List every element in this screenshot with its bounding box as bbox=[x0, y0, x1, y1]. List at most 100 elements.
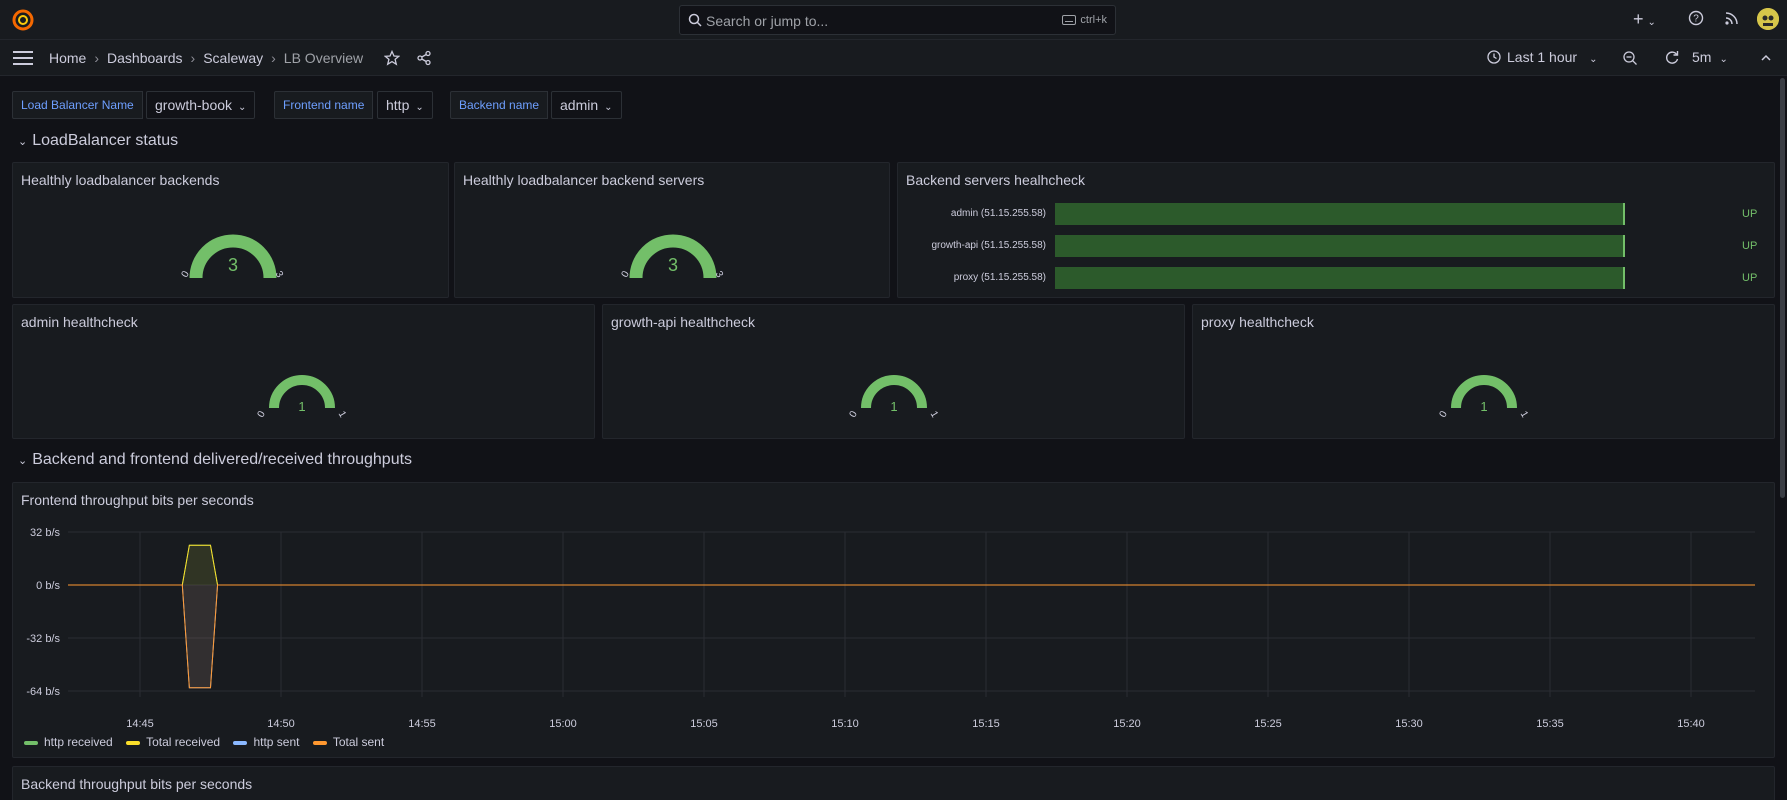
gauge-max: 1 bbox=[1517, 409, 1530, 420]
gauge-value: 1 bbox=[298, 399, 306, 414]
series-line[interactable] bbox=[68, 584, 1755, 689]
gauge-proxy bbox=[1451, 375, 1517, 409]
series-area bbox=[182, 585, 218, 688]
series-line[interactable] bbox=[68, 544, 1755, 586]
variable-value: http bbox=[386, 97, 410, 113]
row-title: LoadBalancer status bbox=[32, 132, 179, 149]
panel-frontend-throughput: Frontend throughput bits per seconds bbox=[12, 482, 1775, 758]
legend-item[interactable]: Total sent bbox=[312, 735, 385, 749]
breadcrumb-home[interactable]: Home bbox=[49, 50, 87, 66]
chevron-down-icon: ⌄ bbox=[1589, 54, 1598, 65]
panel-title[interactable]: Healthly loadbalancer backend servers bbox=[463, 172, 705, 188]
bar-fill bbox=[1055, 203, 1625, 225]
menu-icon[interactable] bbox=[13, 50, 33, 66]
bar-fill bbox=[1055, 267, 1625, 289]
panel-title[interactable]: Backend throughput bits per seconds bbox=[21, 776, 253, 792]
chevron-down-icon: ⌄ bbox=[238, 102, 247, 113]
legend-item[interactable]: Total received bbox=[126, 735, 220, 749]
legend-item[interactable]: http sent bbox=[233, 735, 299, 749]
breadcrumb-scaleway[interactable]: Scaleway bbox=[203, 50, 264, 66]
variable-select-lb-name[interactable]: growth-book ⌄ bbox=[146, 91, 256, 119]
avatar-icon bbox=[1757, 8, 1779, 30]
add-menu-button[interactable]: + ⌄ bbox=[1633, 10, 1656, 30]
breadcrumb-dashboards[interactable]: Dashboards bbox=[107, 50, 183, 66]
help-button[interactable]: ? bbox=[1688, 10, 1704, 30]
panel-title[interactable]: Healthly loadbalancer backends bbox=[21, 172, 220, 188]
panel-backend-throughput: Backend throughput bits per seconds bbox=[12, 766, 1775, 800]
panel-admin-healthcheck: admin healthcheck 1 0 1 bbox=[12, 304, 595, 439]
legend-swatch bbox=[126, 740, 141, 745]
page-scrollbar[interactable] bbox=[1780, 78, 1785, 498]
chart-legend: http received Total received http sent T… bbox=[24, 735, 394, 749]
gauge-healthy-servers bbox=[629, 234, 717, 279]
clock-icon bbox=[1487, 50, 1501, 64]
chevron-up-icon[interactable] bbox=[1758, 50, 1774, 66]
breadcrumb-separator: › bbox=[190, 50, 196, 66]
refresh-picker[interactable]: 5m ⌄ bbox=[1664, 49, 1728, 65]
search-shortcut-label: ctrl+k bbox=[1080, 14, 1107, 26]
grafana-logo-icon[interactable] bbox=[12, 9, 34, 31]
user-avatar[interactable] bbox=[1757, 8, 1779, 30]
chevron-down-icon: ⌄ bbox=[1647, 17, 1656, 28]
row-header-throughputs[interactable]: ⌄ Backend and frontend delivered/received… bbox=[18, 451, 412, 469]
x-tick-label: 15:40 bbox=[1677, 718, 1705, 730]
panel-title[interactable]: growth-api healthcheck bbox=[611, 314, 755, 330]
x-tick-label: 15:30 bbox=[1395, 718, 1423, 730]
help-icon: ? bbox=[1688, 10, 1704, 26]
x-tick-label: 15:00 bbox=[549, 718, 577, 730]
panel-growth-api-healthcheck: growth-api healthcheck 1 0 1 bbox=[602, 304, 1185, 439]
panel-title[interactable]: Backend servers healhcheck bbox=[906, 172, 1085, 188]
rss-icon bbox=[1725, 12, 1738, 25]
share-icon[interactable] bbox=[416, 50, 432, 66]
chevron-down-icon: ⌄ bbox=[1719, 54, 1728, 65]
frontend-throughput-chart[interactable]: 32 b/s 0 b/s -32 b/s -64 b/s 14:45 14:50 14:55… bbox=[0, 520, 1787, 735]
legend-swatch bbox=[24, 740, 38, 745]
refresh-icon bbox=[1666, 51, 1679, 64]
panel-title[interactable]: admin healthcheck bbox=[21, 314, 138, 330]
y-tick-label: -32 b/s bbox=[26, 633, 60, 645]
panel-proxy-healthcheck: proxy healthcheck 1 0 1 bbox=[1192, 304, 1775, 439]
panel-healthy-servers: Healthly loadbalancer backend servers 3 … bbox=[454, 162, 890, 298]
bar-value: UP bbox=[1742, 208, 1758, 220]
y-tick-label: 0 b/s bbox=[36, 580, 60, 592]
plus-icon: + bbox=[1633, 9, 1644, 29]
news-button[interactable] bbox=[1724, 10, 1740, 30]
series-area bbox=[182, 585, 218, 688]
variable-label-backend: Backend name bbox=[450, 91, 549, 119]
series-line[interactable] bbox=[68, 544, 1755, 586]
bar-value: UP bbox=[1742, 272, 1758, 284]
bar-value: UP bbox=[1742, 240, 1758, 252]
x-tick-label: 14:45 bbox=[126, 718, 154, 730]
breadcrumb-current: LB Overview bbox=[283, 50, 364, 66]
search-shortcut: ctrl+k bbox=[1062, 14, 1107, 26]
series-area bbox=[182, 545, 218, 585]
variable-select-backend[interactable]: admin ⌄ bbox=[551, 91, 622, 119]
chevron-down-icon: ⌄ bbox=[604, 102, 613, 113]
legend-label: Total received bbox=[146, 735, 221, 749]
panel-title[interactable]: Frontend throughput bits per seconds bbox=[21, 492, 254, 508]
chevron-down-icon: ⌄ bbox=[415, 102, 424, 113]
gauge-value: 1 bbox=[890, 399, 898, 414]
bar-label: growth-api (51.15.255.58) bbox=[931, 240, 1046, 251]
bar-fill bbox=[1055, 235, 1625, 257]
nav-bar: Home › Dashboards › Scaleway › LB Overview Las… bbox=[0, 40, 1787, 76]
x-tick-label: 15:25 bbox=[1254, 718, 1282, 730]
gauge-healthy-backends bbox=[189, 234, 277, 279]
search-input[interactable]: Search or jump to... ctrl+k bbox=[679, 5, 1116, 35]
series-area bbox=[182, 545, 218, 585]
x-tick-label: 14:50 bbox=[267, 718, 295, 730]
row-header-lb-status[interactable]: ⌄ LoadBalancer status bbox=[18, 132, 178, 150]
variable-select-frontend[interactable]: http ⌄ bbox=[377, 91, 433, 119]
keyboard-icon bbox=[1062, 15, 1077, 25]
legend-label: Total sent bbox=[332, 735, 385, 749]
chevron-down-icon: ⌄ bbox=[18, 455, 28, 467]
legend-swatch bbox=[312, 740, 327, 745]
bar-row: proxy (51.15.255.58) bbox=[898, 267, 1046, 289]
star-icon[interactable] bbox=[384, 50, 400, 66]
zoom-out-icon[interactable] bbox=[1622, 50, 1638, 66]
legend-item[interactable]: http received bbox=[24, 735, 113, 749]
time-range-picker[interactable]: Last 1 hour ⌄ bbox=[1487, 49, 1597, 65]
panel-title[interactable]: proxy healthcheck bbox=[1201, 314, 1314, 330]
panel-backend-healthcheck: Backend servers healhcheck admin (51.15.… bbox=[897, 162, 1775, 298]
series-line[interactable] bbox=[68, 584, 1755, 689]
